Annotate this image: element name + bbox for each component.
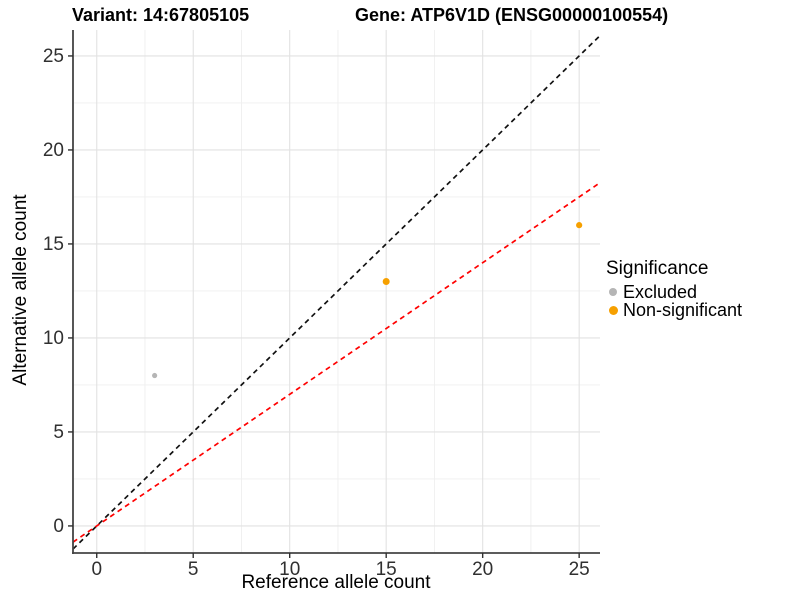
- variant-title: Variant: 14:67805105: [72, 5, 250, 25]
- legend-item-non-significant: Non-significant: [606, 299, 743, 320]
- identity-line: [72, 35, 601, 550]
- excluded-dot-icon: [609, 288, 617, 296]
- legend-item-label: Non-significant: [623, 299, 743, 320]
- x-axis-title: Reference allele count: [241, 572, 431, 593]
- y-tick-label: 0: [53, 516, 64, 537]
- y-tick-label: 15: [43, 234, 64, 255]
- ratio-line: [72, 182, 601, 543]
- gene-title: Gene: ATP6V1D (ENSG00000100554): [355, 5, 669, 25]
- legend-item-excluded: Excluded: [606, 281, 742, 302]
- legend-item-label: Excluded: [623, 281, 698, 302]
- x-tick-label: 0: [91, 559, 102, 580]
- data-point-non-significant: [576, 222, 583, 229]
- x-tick-label: 10: [279, 559, 300, 580]
- legend: Significance Excluded Non-significant: [606, 258, 743, 320]
- y-axis-title: Alternative allele count: [10, 194, 31, 386]
- x-tick-label: 25: [569, 559, 590, 580]
- x-tick-label: 20: [472, 559, 493, 580]
- y-tick-label: 25: [43, 46, 64, 67]
- y-tick-label: 5: [53, 422, 64, 443]
- legend-title: Significance: [606, 258, 709, 279]
- y-tick-label: 10: [43, 328, 64, 349]
- data-point-excluded: [152, 372, 158, 379]
- data-point-non-significant: [382, 278, 390, 286]
- y-tick-label: 20: [43, 140, 64, 161]
- non-significant-dot-icon: [608, 305, 618, 315]
- x-tick-label: 5: [188, 559, 199, 580]
- x-tick-label: 15: [376, 559, 397, 580]
